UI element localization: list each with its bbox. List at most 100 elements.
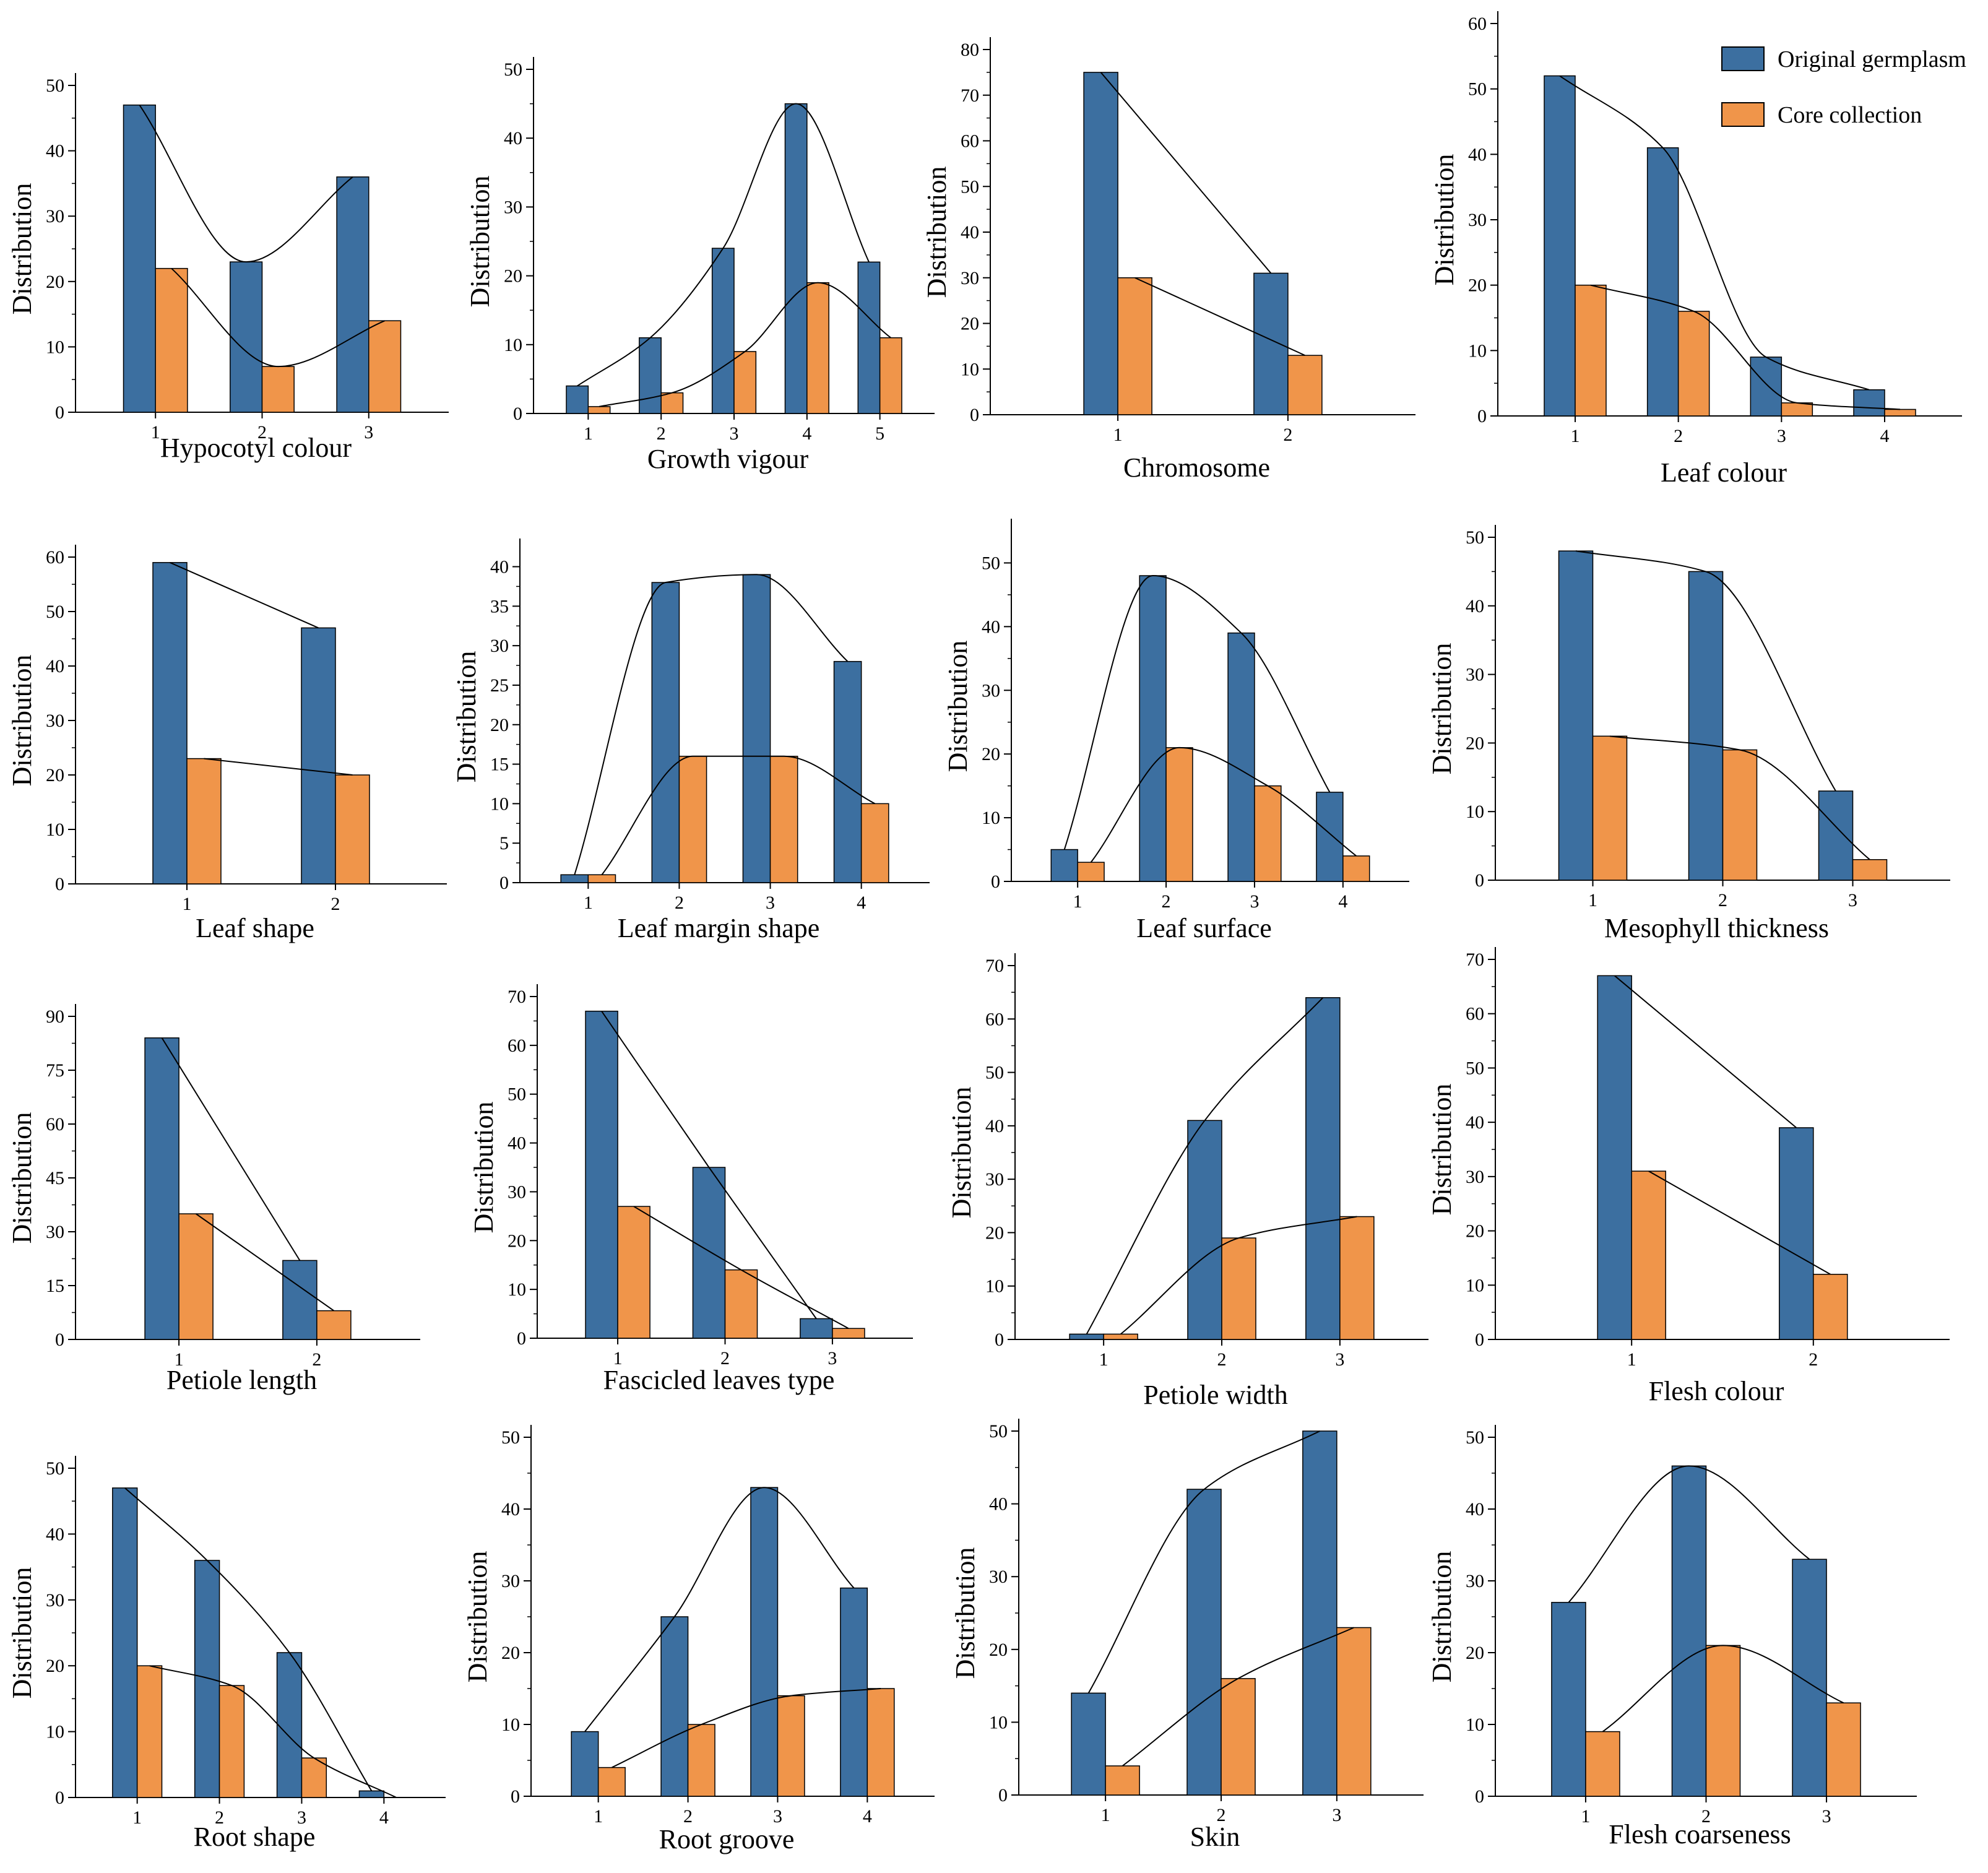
y-tick-label: 40 [985,1116,1004,1136]
x-axis-title: Growth vigour [647,444,809,474]
y-tick-label: 20 [490,715,509,735]
y-tick-label: 50 [1466,527,1484,548]
y-tick-label: 0 [499,873,509,893]
y-tick-label: 0 [55,402,64,423]
x-axis-title: Leaf surface [1136,913,1272,943]
x-tick-label: 1 [1113,425,1123,445]
y-tick-label: 10 [1468,340,1487,361]
trend-line-core [1090,746,1357,863]
bar-original-2 [1139,575,1167,882]
bar-core-2 [660,392,684,414]
y-tick-label: 10 [46,1722,64,1742]
bar-core-3 [1826,1702,1861,1797]
x-tick-label: 1 [1588,890,1597,911]
bar-core-1 [587,406,611,414]
y-tick-label: 40 [1466,1112,1484,1133]
bar-core-1 [597,1767,626,1797]
bar-original-2 [1671,1465,1707,1797]
bar-core-3 [1852,859,1888,881]
legend: Original germplasm Core collection [1721,46,1966,128]
legend-label-core: Core collection [1778,102,1922,128]
bar-core-1 [1105,1765,1140,1796]
x-tick-label: 2 [215,1807,224,1828]
y-tick-label: 30 [989,1567,1008,1587]
bar-core-1 [136,1665,163,1798]
y-tick-label: 50 [46,76,64,96]
y-tick-label: 0 [513,404,522,424]
trend-line-core [1590,284,1901,410]
x-tick-label: 1 [1099,1349,1109,1370]
trend-line-core [1120,1216,1357,1335]
y-tick-label: 40 [1466,596,1484,616]
legend-swatch-core [1721,102,1765,127]
x-axis-title: Petiole length [166,1365,317,1395]
y-tick-label: 20 [46,1656,64,1676]
bar-original-1 [566,385,589,414]
bar-core-4 [1342,855,1370,882]
y-tick-label: 40 [1468,144,1487,165]
bar-original-2 [692,1167,726,1339]
y-tick-label: 0 [55,874,64,894]
y-tick-label: 30 [1466,1571,1484,1591]
trend-line-original [1614,975,1797,1128]
y-tick-label: 50 [982,553,1000,573]
y-tick-label: 5 [499,833,509,854]
bar-core-2 [1221,1237,1256,1340]
trend-line-core [171,267,385,368]
y-tick-label: 0 [995,1330,1004,1350]
legend-swatch-original [1721,46,1765,71]
y-axis-title: Distribution [7,1112,37,1244]
y-tick-label: 50 [985,1063,1004,1083]
y-tick-label: 60 [985,1009,1004,1029]
x-tick-label: 2 [1701,1806,1711,1827]
bar-original-1 [152,562,188,885]
x-tick-label: 1 [183,894,192,914]
bar-core-2 [678,756,707,883]
bar-core-2 [1677,311,1710,417]
chart-panel-15: 0 10 20 30 40 50 1 2 3 Skin Distribution [950,1419,1424,1852]
y-axis-title: Distribution [922,167,952,298]
y-tick-label: 50 [508,1084,526,1105]
bar-original-2 [1646,147,1679,417]
y-tick-label: 10 [1466,1715,1484,1735]
y-tick-label: 35 [490,596,509,616]
x-axis-title: Hypocotyl colour [160,433,352,463]
x-tick-label: 2 [1162,891,1171,912]
y-tick-label: 30 [501,1571,520,1591]
x-tick-label: 4 [802,423,811,444]
x-tick-label: 1 [132,1807,142,1828]
y-tick-label: 30 [490,636,509,656]
x-tick-label: 2 [1283,425,1292,445]
bar-core-1 [1077,862,1105,882]
chart-panel-1: 0 10 20 30 40 50 1 2 3 Hypocotyl colour Distributi… [7,73,449,463]
bar-core-2 [1705,1645,1741,1797]
bar-core-3 [832,1328,865,1339]
y-tick-label: 20 [504,266,522,287]
chart-panel-14: 0 10 20 30 40 50 1 2 3 4 Root groove Distribution [462,1425,935,1854]
x-tick-label: 1 [1073,891,1083,912]
x-tick-label: 3 [828,1348,837,1369]
trend-line-original [139,105,353,263]
x-axis-title: Flesh colour [1649,1376,1784,1406]
y-tick-label: 25 [490,675,509,696]
y-tick-label: 20 [982,744,1000,764]
y-tick-label: 50 [504,59,522,80]
trend-line-original [577,103,870,387]
y-tick-label: 60 [961,131,979,152]
y-tick-label: 60 [508,1036,526,1056]
y-tick-label: 40 [504,128,522,149]
y-tick-label: 0 [511,1786,520,1807]
x-tick-label: 3 [1332,1805,1341,1825]
chart-panel-16: 0 10 20 30 40 50 1 2 3 Flesh coarseness Distributi… [1427,1425,1917,1849]
y-tick-label: 60 [1466,1004,1484,1024]
x-tick-label: 3 [1335,1349,1344,1370]
y-tick-label: 60 [46,547,64,568]
y-axis-title: Distribution [950,1547,980,1679]
y-tick-label: 20 [501,1643,520,1663]
bar-core-3 [1781,402,1813,417]
trend-line-original [1086,997,1324,1334]
bar-original-1 [1050,849,1078,882]
y-tick-label: 40 [989,1494,1008,1515]
bar-original-2 [1187,1120,1222,1340]
